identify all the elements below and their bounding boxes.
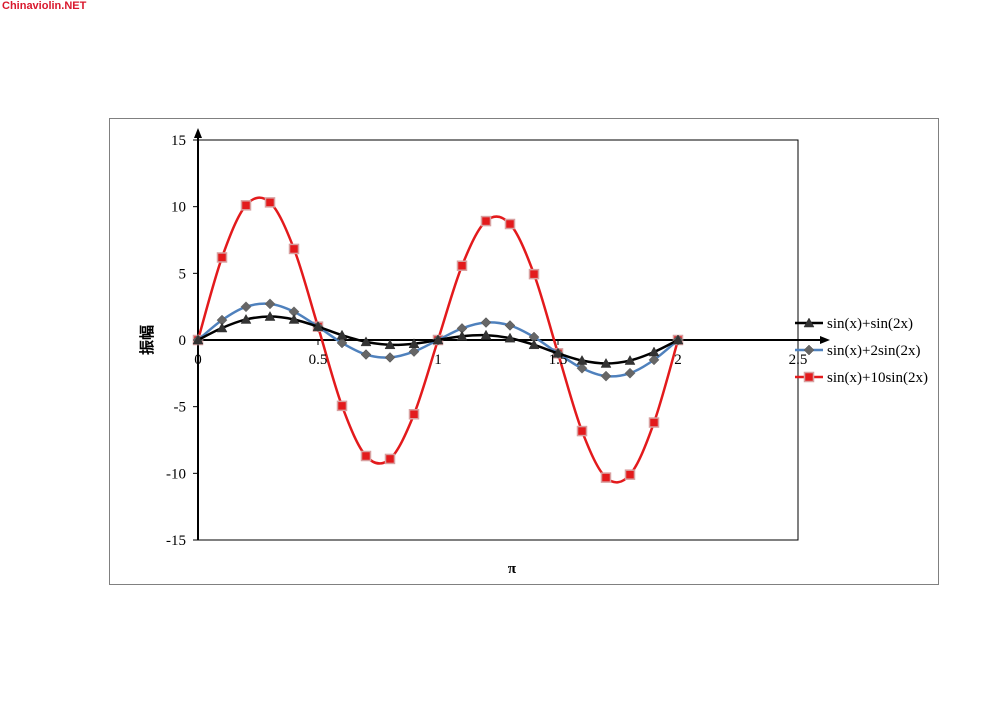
data-point <box>528 268 540 280</box>
data-point <box>216 252 228 263</box>
data-point <box>576 355 588 365</box>
data-point <box>504 320 516 331</box>
data-point <box>336 337 348 349</box>
y-tick-label: 0 <box>179 333 187 349</box>
legend-item: sin(x)+sin(2x) <box>795 316 913 332</box>
data-point <box>384 339 396 350</box>
data-point <box>360 336 372 347</box>
legend-label: sin(x)+sin(2x) <box>827 316 913 332</box>
data-point <box>408 338 420 348</box>
data-point <box>480 329 492 340</box>
data-point <box>240 313 252 324</box>
data-point <box>312 321 324 331</box>
y-axis-title: 振幅 <box>138 325 156 355</box>
data-point <box>600 472 612 483</box>
data-point <box>240 200 252 211</box>
data-point <box>600 357 612 368</box>
data-point <box>624 367 636 379</box>
data-point <box>288 313 300 324</box>
data-point <box>432 334 444 345</box>
y-tick-label: 15 <box>171 133 186 149</box>
series-group <box>192 311 684 368</box>
data-point <box>408 346 420 357</box>
labels-layer: 15 10 5 0 -5 -10 -15 0 0.5 1 1.5 2 2.5 π 振幅 <box>138 133 807 577</box>
data-point <box>216 322 228 333</box>
legend-swatch-marker <box>803 371 815 383</box>
data-point <box>264 197 276 208</box>
data-point <box>288 243 300 255</box>
data-point <box>576 425 588 437</box>
data-point <box>240 301 252 313</box>
chart-frame <box>109 118 939 585</box>
data-point <box>456 260 468 271</box>
x-tick-label: 2 <box>674 352 682 368</box>
legend-label: sin(x)+2sin(2x) <box>827 343 920 359</box>
data-point <box>408 409 420 420</box>
x-tick-label: 0 <box>194 352 202 368</box>
data-point <box>648 417 660 428</box>
data-point <box>360 450 372 462</box>
data-point <box>264 311 276 321</box>
data-point <box>336 329 348 340</box>
legend-item: sin(x)+2sin(2x) <box>795 343 920 359</box>
series-layer <box>192 196 684 484</box>
data-point <box>456 330 468 341</box>
watermark-text: Chinaviolin.NET <box>2 0 87 12</box>
data-point <box>384 352 396 363</box>
x-tick-label: 1.5 <box>549 352 568 368</box>
data-point <box>360 349 372 360</box>
y-tick-label: -5 <box>174 400 187 416</box>
x-tick-label: 0.5 <box>309 352 328 368</box>
legend-item: sin(x)+10sin(2x) <box>795 370 928 386</box>
data-point <box>264 298 276 310</box>
series-group <box>192 298 684 382</box>
data-point <box>480 215 492 227</box>
y-tick-label: 5 <box>179 266 187 282</box>
x-axis-title: π <box>508 561 517 577</box>
x-tick-label: 2.5 <box>789 352 808 368</box>
data-point <box>384 453 396 465</box>
data-point <box>504 218 516 230</box>
data-point <box>192 334 204 345</box>
legend-swatch-marker <box>803 317 815 328</box>
data-point <box>600 370 612 382</box>
data-point <box>672 334 684 345</box>
data-point <box>528 339 540 350</box>
data-point <box>504 332 516 343</box>
legend: sin(x)+sin(2x) sin(x)+2sin(2x) sin(x)+10si… <box>795 316 928 386</box>
y-tick-label: -15 <box>166 533 186 549</box>
data-point <box>576 362 588 374</box>
data-point <box>648 346 660 357</box>
x-tick-label: 1 <box>434 352 442 368</box>
data-point <box>336 400 348 412</box>
y-tick-label: 10 <box>171 200 186 216</box>
data-point <box>648 354 660 366</box>
legend-label: sin(x)+10sin(2x) <box>827 370 928 386</box>
data-point <box>624 469 636 480</box>
data-point <box>624 355 636 365</box>
y-tick-label: -10 <box>166 466 186 482</box>
data-point <box>480 317 492 328</box>
data-point <box>552 347 564 358</box>
legend-swatch-marker <box>803 344 815 356</box>
